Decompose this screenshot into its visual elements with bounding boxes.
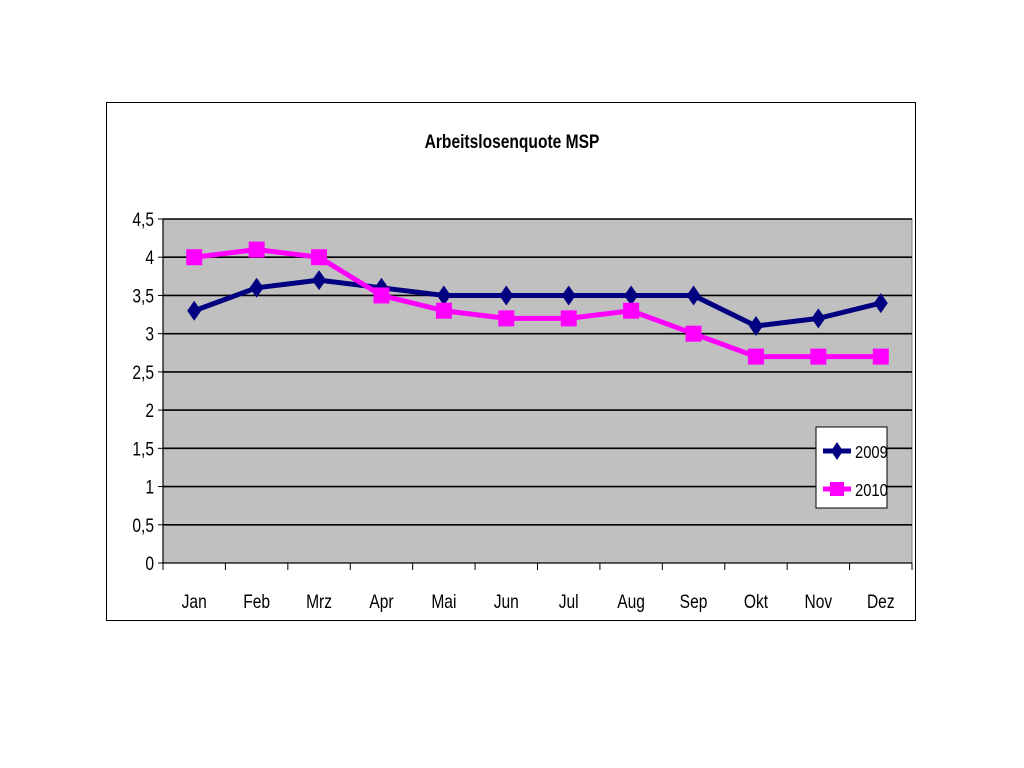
series-line-2010 xyxy=(193,247,881,360)
data-point-2009 xyxy=(312,270,327,291)
legend-marker-2009 xyxy=(831,442,843,460)
data-point-2010 xyxy=(685,325,702,342)
legend-marker-2010 xyxy=(830,482,844,496)
y-tick-label: 4 xyxy=(145,247,154,269)
x-tick-label: Feb xyxy=(243,591,270,613)
data-point-2010 xyxy=(623,302,640,319)
data-point-2010 xyxy=(747,348,764,365)
data-point-2010 xyxy=(186,249,203,266)
y-tick-label: 0 xyxy=(145,553,154,575)
y-tick-label: 2,5 xyxy=(132,361,154,383)
data-point-2009 xyxy=(748,316,763,337)
data-point-2010 xyxy=(498,310,515,327)
x-tick-label: Okt xyxy=(744,591,768,613)
data-point-2010 xyxy=(810,348,827,365)
x-tick-label: Mrz xyxy=(306,591,332,613)
x-tick-label: Mai xyxy=(431,591,456,613)
y-tick-label: 3,5 xyxy=(132,285,154,307)
x-tick-label: Jan xyxy=(182,591,207,613)
data-point-2009 xyxy=(187,300,202,321)
legend-label: 2009 xyxy=(855,443,888,463)
series-line-2009 xyxy=(193,277,882,329)
x-tick-label: Jun xyxy=(494,591,519,613)
x-tick-label: Nov xyxy=(805,591,833,613)
x-tick-label: Dez xyxy=(867,591,895,613)
y-tick-label: 0,5 xyxy=(132,514,154,536)
data-point-2010 xyxy=(373,287,390,304)
x-tick-label: Jul xyxy=(559,591,579,613)
y-tick-label: 2 xyxy=(145,400,154,422)
data-point-2009 xyxy=(499,285,514,306)
chart-title: Arbeitslosenquote MSP xyxy=(425,131,600,153)
data-point-2009 xyxy=(436,285,451,306)
data-point-2009 xyxy=(624,285,639,306)
y-tick-label: 1,5 xyxy=(132,438,154,460)
data-point-2009 xyxy=(811,308,826,329)
data-point-2010 xyxy=(560,310,577,327)
data-point-2010 xyxy=(872,348,889,365)
legend xyxy=(815,426,888,509)
data-point-2010 xyxy=(311,249,328,266)
data-point-2009 xyxy=(873,293,888,314)
data-point-2010 xyxy=(435,302,452,319)
y-tick-label: 1 xyxy=(145,476,154,498)
x-tick-label: Sep xyxy=(680,591,708,613)
data-point-2009 xyxy=(561,285,576,306)
data-point-2009 xyxy=(686,285,701,306)
data-point-2009 xyxy=(249,277,264,298)
data-point-2010 xyxy=(248,241,265,258)
y-tick-label: 4,5 xyxy=(132,209,154,231)
x-tick-label: Aug xyxy=(617,591,645,613)
plot-area xyxy=(162,218,913,564)
y-tick-label: 3 xyxy=(145,323,154,345)
x-tick-label: Apr xyxy=(369,591,393,613)
legend-label: 2010 xyxy=(855,481,888,501)
